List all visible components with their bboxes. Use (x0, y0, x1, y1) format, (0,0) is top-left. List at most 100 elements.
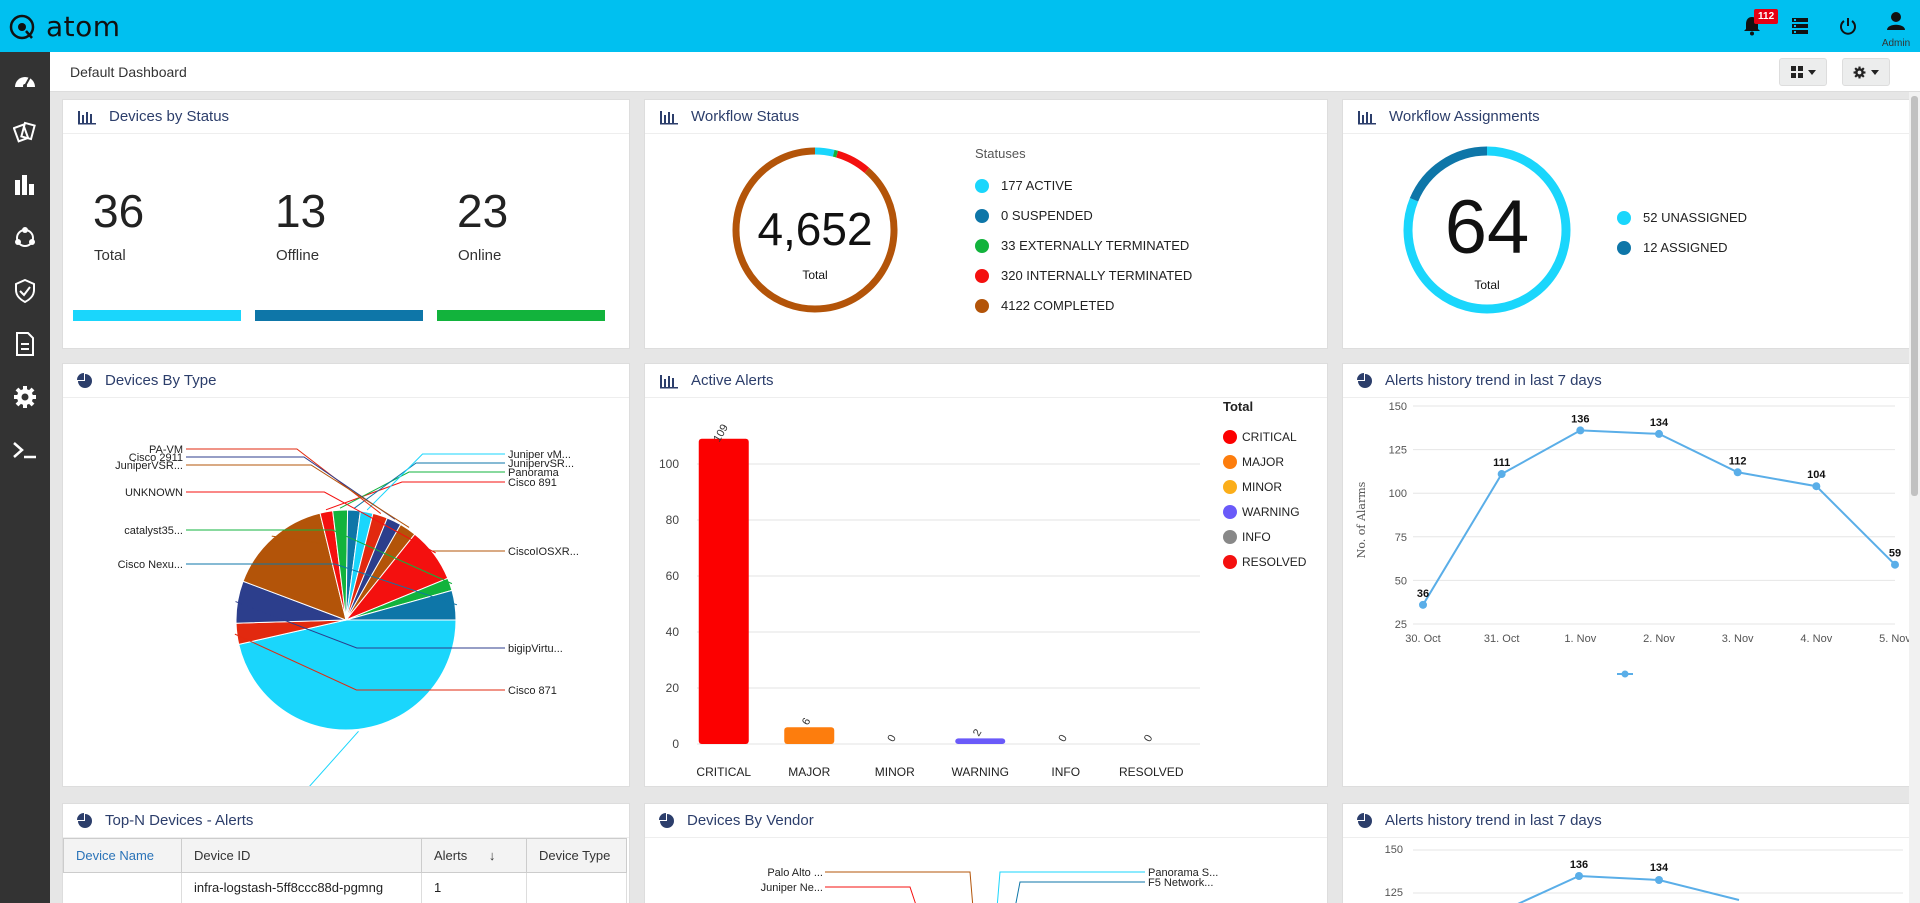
legend-label[interactable]: RESOLVED (1242, 555, 1307, 569)
pie-slice[interactable] (242, 512, 347, 621)
data-point[interactable] (1497, 470, 1506, 479)
data-point[interactable] (1576, 426, 1585, 435)
legend-label[interactable]: CRITICAL (1242, 430, 1297, 444)
legend-dot[interactable] (1223, 430, 1237, 444)
sidebar-item-compliance[interactable] (0, 264, 50, 317)
power-button[interactable] (1824, 0, 1872, 52)
sidebar-item-dashboard[interactable] (0, 52, 50, 105)
sidebar-item-documents[interactable] (0, 317, 50, 370)
sidebar-item-settings[interactable] (0, 370, 50, 423)
column-header-alerts[interactable]: Alerts ↓ (421, 838, 527, 873)
x-tick-label: 2. Nov (1643, 633, 1675, 645)
legend-dot[interactable] (1223, 480, 1237, 494)
pie-leader-line (186, 529, 453, 585)
donut-segment[interactable] (832, 149, 839, 158)
cell-device-type (526, 872, 627, 903)
panel-title: Active Alerts (691, 372, 774, 389)
legend-label[interactable]: MINOR (1242, 480, 1282, 494)
sidebar-item-workflow[interactable] (0, 211, 50, 264)
panel-title: Devices By Vendor (687, 812, 814, 829)
pie-slice[interactable] (345, 589, 457, 621)
scrollbar-thumb[interactable] (1911, 96, 1918, 496)
point-label: 134 (1650, 862, 1669, 874)
workflow-cycle-icon (15, 226, 35, 247)
table-row[interactable]: infra-logstash-5ff8ccc88d-pgmng 1 (63, 872, 627, 903)
legend-item-suspended: 0 SUSPENDED (975, 208, 1093, 223)
panel-title: Workflow Assignments (1389, 108, 1540, 125)
bar-chart-icon (15, 174, 34, 195)
donut-segment[interactable] (732, 147, 898, 313)
legend-label[interactable]: MAJOR (1242, 455, 1284, 469)
column-header-device-type[interactable]: Device Type (526, 838, 627, 873)
data-label: 112 (1729, 455, 1747, 467)
caret-down-icon (1871, 69, 1879, 75)
data-point[interactable] (1419, 600, 1427, 609)
y-tick-label: 25 (1395, 619, 1407, 631)
pie-slice[interactable] (238, 619, 457, 731)
data-point[interactable] (1733, 468, 1742, 477)
data-point[interactable] (1891, 560, 1899, 569)
layout-dropdown-button[interactable] (1779, 58, 1827, 86)
data-point[interactable] (1812, 482, 1821, 491)
pie-label: Cisco Nexu... (118, 559, 183, 571)
settings-dropdown-button[interactable] (1842, 58, 1890, 86)
bar-chart-icon (78, 110, 96, 124)
sidebar-item-inventory[interactable] (0, 105, 50, 158)
bar-chart-icon (1358, 110, 1376, 124)
page-scrollbar[interactable] (1909, 92, 1920, 903)
legend-dot[interactable] (1223, 555, 1237, 569)
legend-label[interactable]: INFO (1242, 530, 1271, 544)
bar[interactable] (784, 727, 835, 744)
x-category-label: WARNING (951, 765, 1009, 779)
y-tick-label: 100 (1389, 488, 1407, 500)
bar[interactable] (698, 438, 749, 744)
panel-title: Workflow Status (691, 108, 800, 125)
terminal-icon (13, 441, 36, 458)
y-tick-label: 150 (1389, 401, 1407, 413)
notifications-button[interactable]: 112 (1728, 0, 1779, 52)
x-tick-label: 31. Oct (1484, 633, 1519, 645)
pie-leader-line (234, 633, 505, 691)
donut-segment[interactable] (814, 147, 835, 157)
x-tick-label: 5. Nov (1879, 633, 1909, 645)
bar-chart-icon (660, 110, 678, 124)
column-header-device-name[interactable]: Device Name (63, 838, 182, 873)
pie-leader-line (339, 471, 505, 509)
list-view-button[interactable] (1776, 0, 1824, 52)
data-label: 36 (1417, 588, 1429, 600)
sidebar-item-reports[interactable] (0, 158, 50, 211)
donut-segment[interactable] (1409, 146, 1488, 202)
sidebar-item-terminal[interactable] (0, 423, 50, 476)
online-label: Online (458, 247, 502, 264)
legend-dot[interactable] (1223, 505, 1237, 519)
brand[interactable]: atom (8, 10, 121, 43)
bar[interactable] (955, 738, 1006, 744)
donut-segment[interactable] (836, 150, 870, 174)
workflow-assignments-donut (1403, 146, 1571, 314)
cards-icon (13, 121, 36, 143)
offline-count: 13 (275, 185, 327, 237)
data-label: 136 (1571, 413, 1589, 425)
legend-dot (975, 178, 989, 193)
y-tick-label: 20 (666, 681, 680, 695)
active-alerts-panel: Active Alerts 0 20 40 60 80 100 109 CRITICAL 6 MA… (644, 363, 1328, 787)
vendor-label: F5 Network... (1148, 877, 1213, 889)
notification-count-badge: 112 (1754, 9, 1779, 24)
workflow-total: 4,652 (757, 203, 873, 255)
x-category-label: CRITICAL (696, 765, 751, 779)
legend-label[interactable]: WARNING (1242, 505, 1300, 519)
column-header-device-id[interactable]: Device ID (181, 838, 422, 873)
legend-marker[interactable] (1621, 670, 1629, 678)
brand-name: atom (46, 10, 121, 43)
donut-segment[interactable] (1403, 146, 1571, 314)
legend-dot[interactable] (1223, 530, 1237, 544)
legend-dot[interactable] (1223, 455, 1237, 469)
x-tick-label: 3. Nov (1722, 633, 1754, 645)
grid-icon (1790, 66, 1803, 78)
vendor-label: Juniper Ne... (761, 882, 823, 894)
admin-user-button[interactable]: Admin (1872, 0, 1920, 52)
pie-label: Cisco 871 (508, 685, 557, 697)
data-point[interactable] (1655, 429, 1663, 438)
point-label: 136 (1570, 859, 1588, 871)
shield-check-icon (15, 278, 35, 303)
